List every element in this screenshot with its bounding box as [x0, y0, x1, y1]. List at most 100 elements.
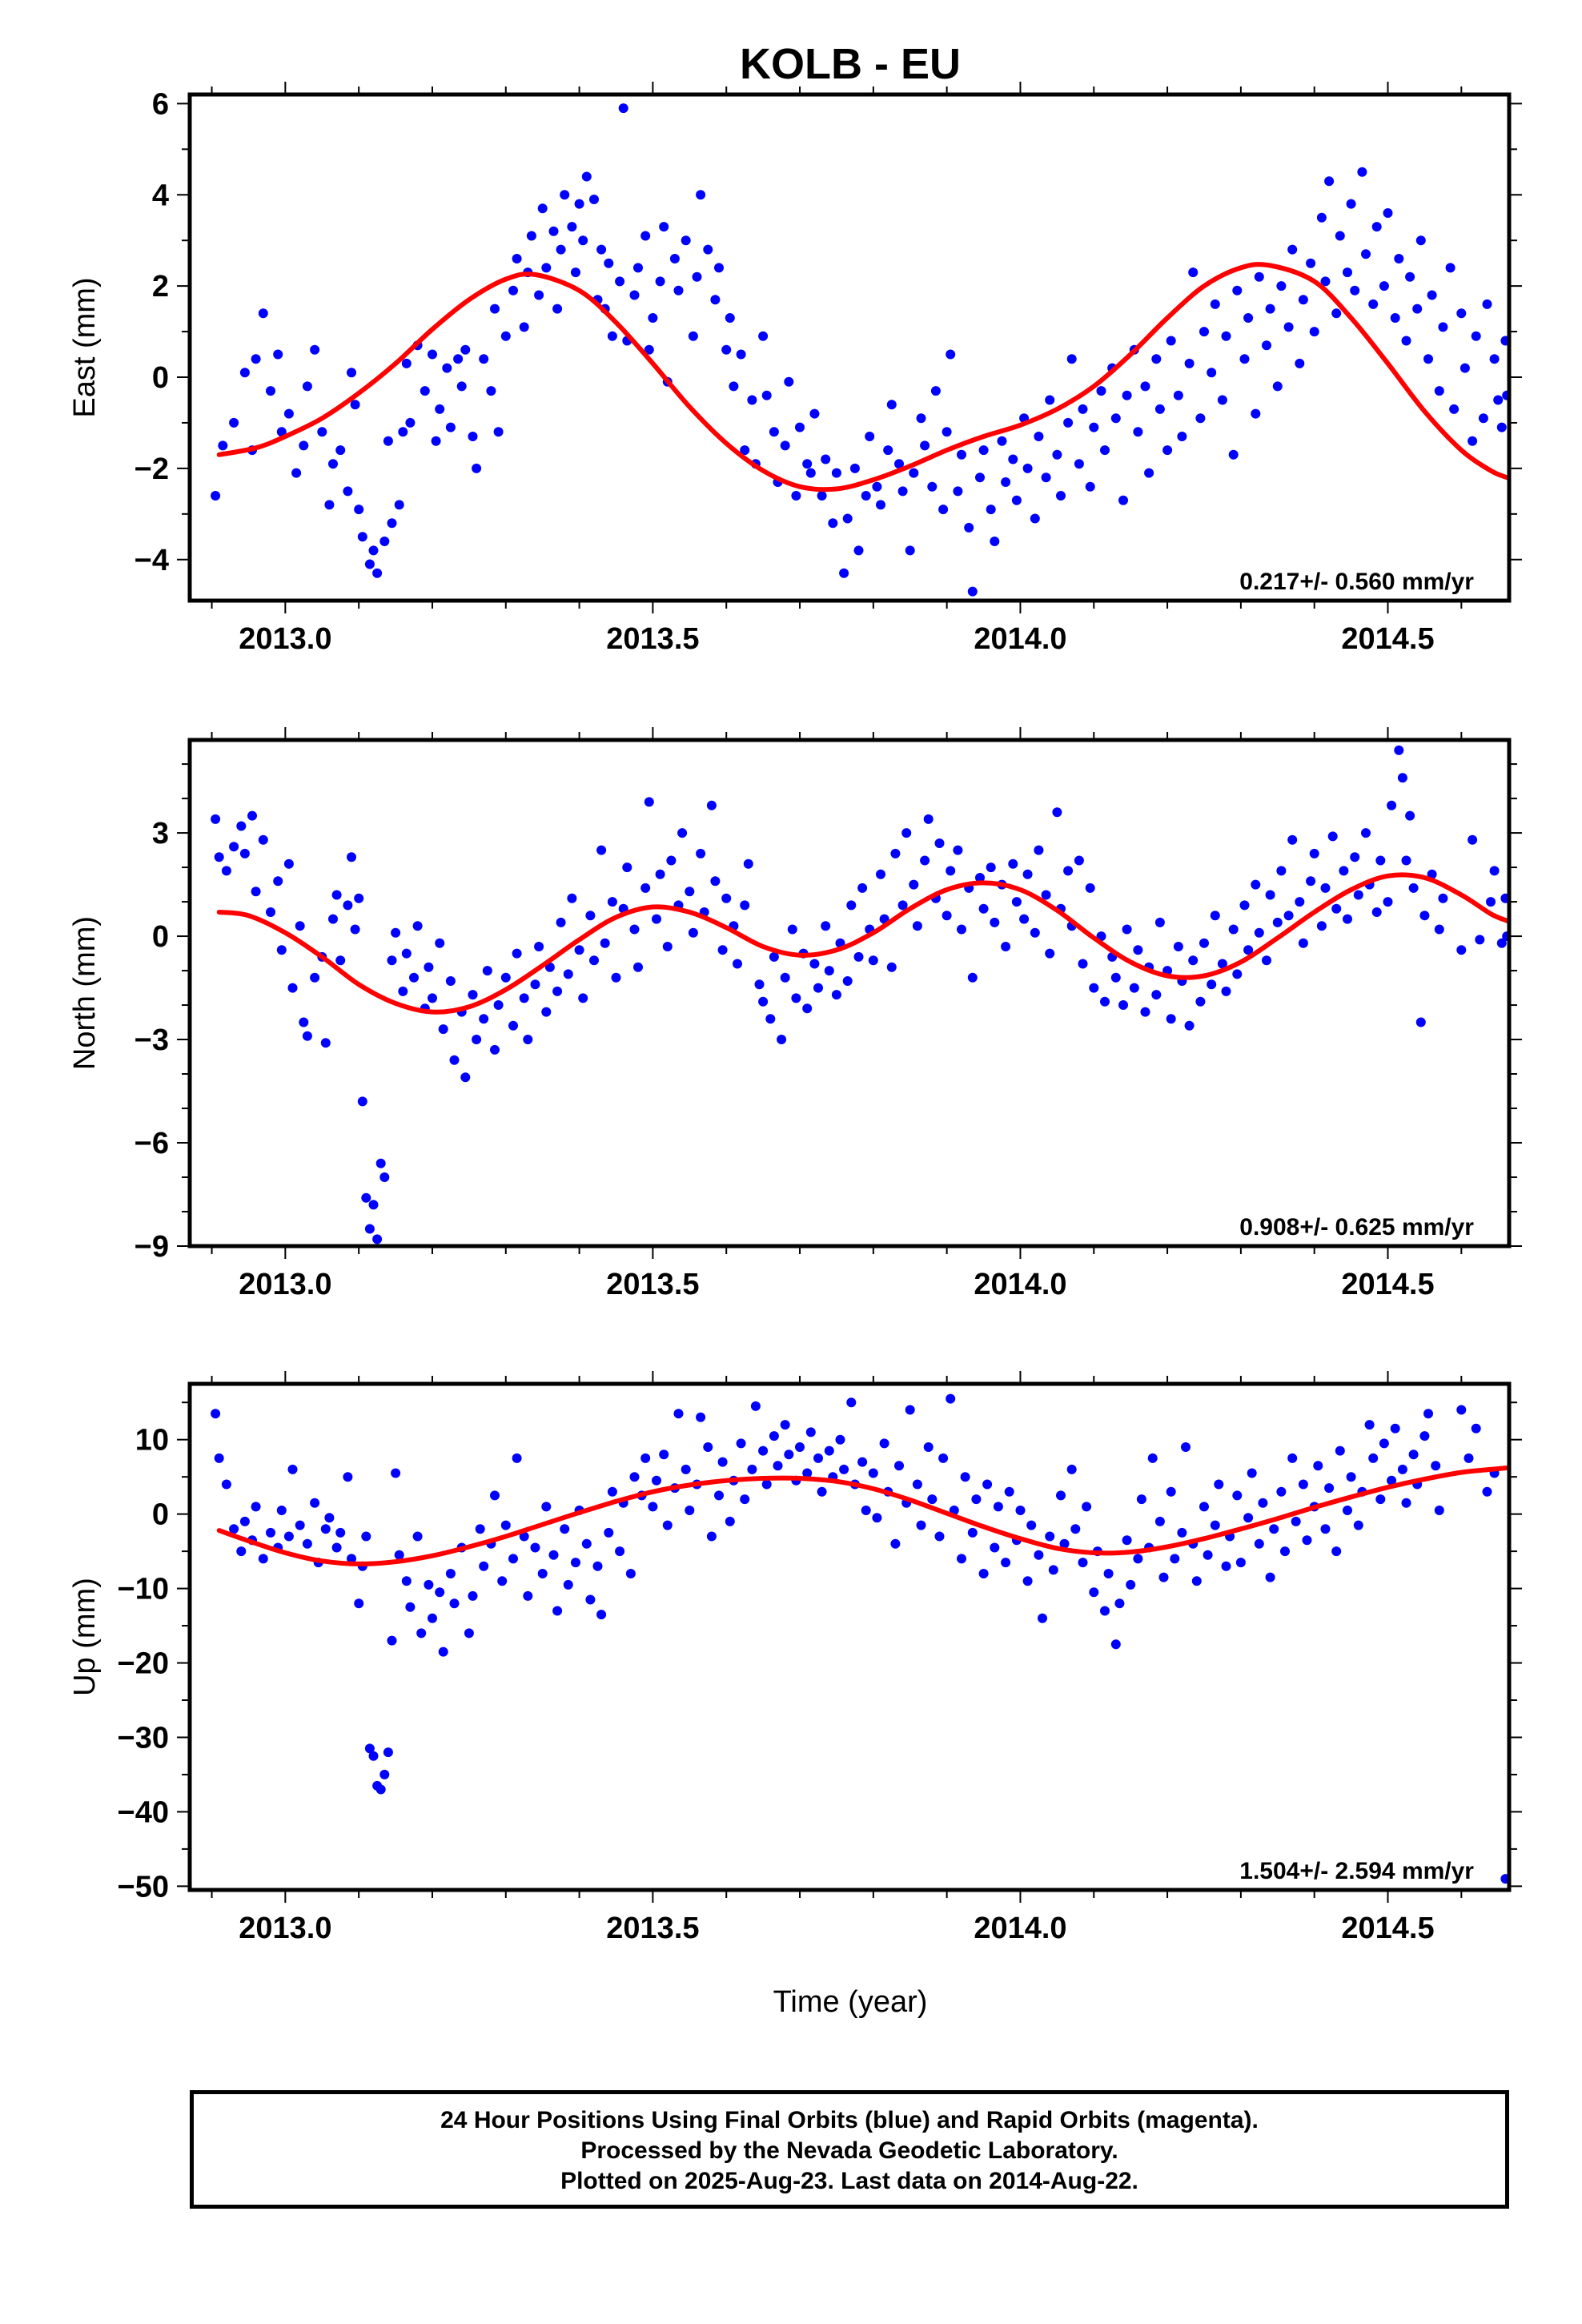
data-point [1401, 855, 1411, 866]
data-point [276, 427, 287, 437]
data-point [990, 1542, 1000, 1553]
data-point [1243, 945, 1254, 955]
data-point [581, 171, 592, 182]
data-point [412, 1531, 423, 1542]
data-point [1214, 1479, 1224, 1490]
data-point [1486, 897, 1496, 907]
data-point [1166, 1486, 1176, 1497]
data-point [552, 304, 563, 314]
data-point [563, 1579, 573, 1590]
data-point [1357, 167, 1367, 177]
data-point [571, 267, 580, 278]
data-point [364, 1743, 375, 1754]
data-point [990, 537, 1000, 546]
data-point [596, 1610, 607, 1620]
data-point [420, 386, 430, 396]
fit-curve [216, 872, 1509, 1015]
data-point [607, 331, 617, 341]
data-point [1140, 1007, 1150, 1017]
data-point [758, 1445, 769, 1456]
data-point [1059, 1538, 1070, 1549]
data-point [596, 244, 607, 255]
data-point [302, 381, 312, 392]
data-point [677, 828, 688, 838]
data-point [1011, 495, 1022, 505]
data-point [957, 1554, 966, 1564]
data-point [706, 800, 717, 810]
data-point [673, 285, 684, 296]
y-tick-label: 0 [152, 361, 169, 395]
data-point [1471, 1423, 1481, 1433]
data-point [1449, 404, 1460, 414]
data-point [391, 1468, 401, 1478]
data-point [857, 883, 868, 893]
data-point [685, 1506, 695, 1515]
data-point [1199, 327, 1209, 337]
data-point [500, 331, 511, 341]
data-point [773, 1461, 783, 1471]
data-point [736, 1438, 746, 1449]
data-point [1415, 235, 1426, 246]
data-point [909, 879, 919, 890]
footer-line-1: 24 Hour Positions Using Final Orbits (bl… [440, 2107, 1259, 2133]
data-point [283, 1531, 294, 1542]
data-point [1177, 432, 1187, 441]
data-point [324, 1513, 335, 1523]
data-point [258, 1554, 268, 1564]
data-point [472, 1035, 482, 1044]
data-point [1008, 858, 1018, 869]
data-point [1166, 1014, 1176, 1024]
data-point [1045, 395, 1055, 405]
data-point [813, 1453, 823, 1463]
data-point [703, 1442, 713, 1452]
data-point [357, 532, 367, 542]
data-point [379, 1172, 390, 1182]
data-point [1313, 1461, 1323, 1471]
footer-line-2: Processed by the Nevada Geodetic Laborat… [580, 2137, 1118, 2164]
data-point [1390, 1423, 1400, 1433]
data-point [960, 1472, 970, 1482]
data-point [1456, 945, 1467, 955]
data-point [354, 893, 364, 903]
data-point [578, 235, 588, 246]
data-point [383, 436, 393, 446]
data-point [1085, 883, 1095, 893]
panel-2: 2013.0 2013.5 2014.0 2014.5 −9 −6 −3 0 3 North (m… [68, 727, 1522, 1301]
data-point [592, 1561, 603, 1571]
data-point [412, 921, 423, 931]
chart-title: KOLB - EU [740, 40, 961, 88]
data-point [743, 858, 753, 869]
data-point [1011, 897, 1022, 907]
data-point [1221, 331, 1231, 341]
data-point [853, 951, 864, 962]
data-point [706, 1531, 717, 1542]
data-point [394, 500, 404, 510]
data-point [364, 559, 375, 569]
data-point [236, 821, 247, 831]
data-point [1210, 1520, 1220, 1530]
data-point [1401, 336, 1411, 346]
data-point [239, 848, 250, 858]
data-point [669, 254, 680, 263]
data-point [953, 845, 963, 855]
y-tick-label: −20 [118, 1647, 169, 1681]
data-point [912, 921, 922, 931]
data-point [1162, 445, 1173, 456]
data-point [1217, 959, 1227, 969]
data-point [372, 568, 383, 578]
data-point [622, 862, 632, 873]
data-point [897, 486, 908, 497]
data-point [1361, 828, 1371, 838]
data-point [1026, 1520, 1037, 1530]
data-point [1496, 422, 1507, 432]
plot-frame [187, 738, 1512, 1248]
x-axis-label: Time (year) [773, 1985, 928, 2019]
data-point [1048, 1565, 1058, 1575]
data-point [1110, 1639, 1121, 1650]
data-point [1232, 285, 1243, 296]
data-point [1207, 368, 1217, 378]
data-point [1276, 281, 1287, 292]
data-point [805, 468, 816, 478]
data-point [398, 986, 408, 996]
data-point [982, 1479, 993, 1490]
